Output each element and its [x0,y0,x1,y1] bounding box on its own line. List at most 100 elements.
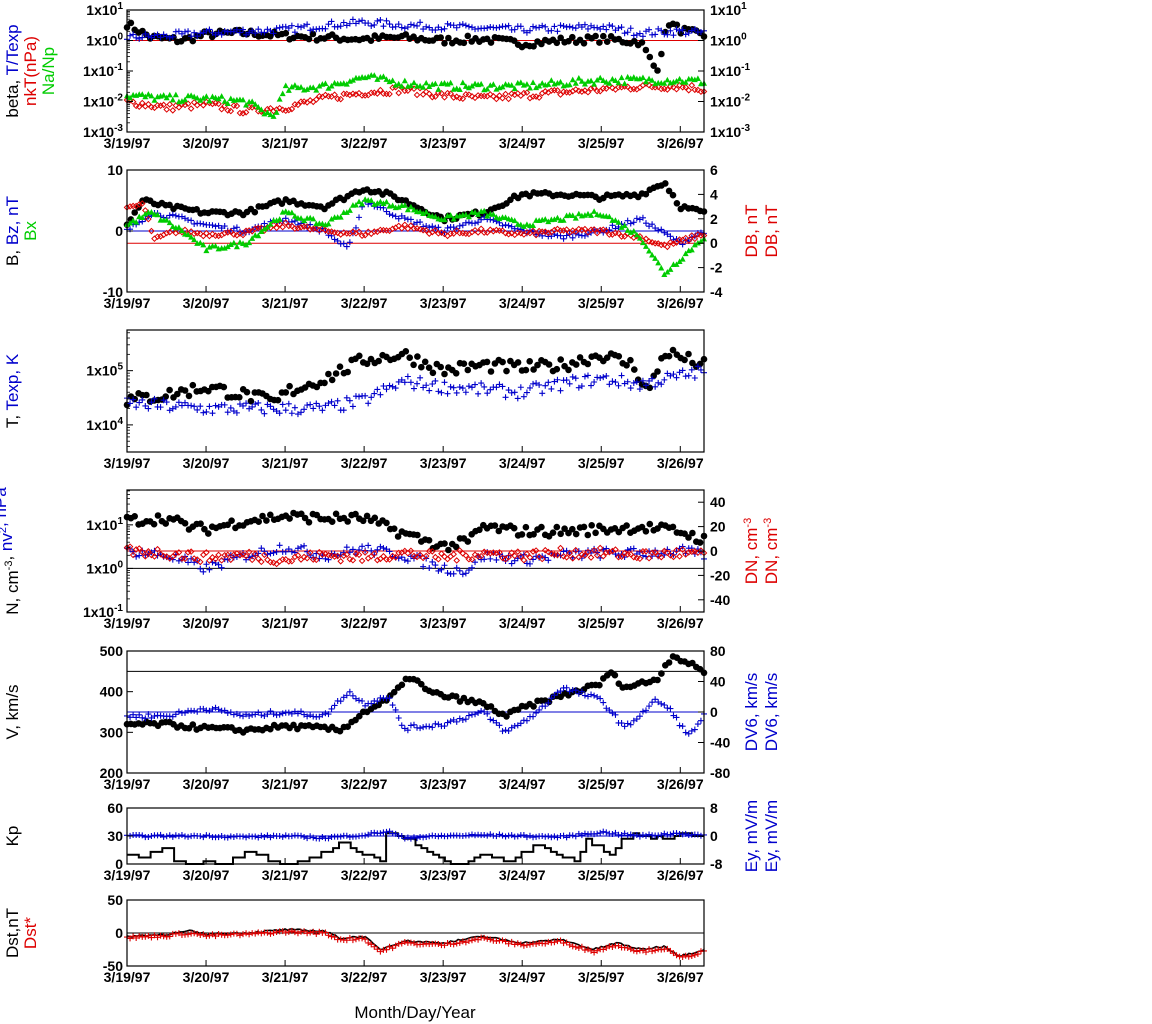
point-velocity-1-70 [338,698,344,704]
point-velocity-1-74 [350,693,356,699]
right-ylabel-mag-0: DB, nT [742,205,761,258]
point-beta-2-95 [414,92,419,97]
ytick-right-label-density-0: -40 [710,592,730,608]
point-density-0-116 [573,531,580,538]
series-density-0 [124,510,708,554]
xtick-label-temp-2: 3/21/97 [262,455,309,471]
point-beta-1-118 [484,25,490,31]
point-beta-1-133 [530,24,536,30]
point-beta-3-102 [435,86,441,92]
point-velocity-1-134 [533,710,539,716]
point-temp-0-65 [375,358,382,365]
point-temp-1-114 [472,382,478,388]
point-beta-0-88 [465,33,472,40]
point-mag-1-15 [170,212,176,218]
point-density-1-103 [438,567,444,573]
point-density-1-91 [402,557,408,563]
ytick-right-label-beta-4: 1x101 [710,1,747,18]
ylabel-beta-2: Na/Np [39,47,58,95]
point-temp-1-157 [603,373,609,379]
point-density-2-102 [436,557,441,562]
point-temp-1-67 [329,399,335,405]
point-beta-1-65 [322,26,328,32]
point-temp-0-111 [554,366,561,373]
point-density-2-107 [451,552,456,557]
point-temp-1-96 [417,375,423,381]
point-velocity-1-119 [487,716,493,722]
point-density-2-101 [433,554,438,559]
point-density-1-24 [197,566,203,572]
point-mag-1-146 [570,235,576,241]
point-density-2-181 [677,554,682,559]
point-beta-3-16 [173,92,179,98]
point-dst-0-56 [295,930,301,936]
point-beta-1-129 [518,23,524,29]
point-density-1-99 [426,565,432,571]
point-temp-1-93 [408,379,414,385]
point-density-0-75 [414,532,421,539]
point-temp-1-102 [435,388,441,394]
point-temp-1-27 [206,403,212,409]
xtick-label-temp-1: 3/20/97 [183,455,230,471]
point-temp-1-103 [438,390,444,396]
ytick-label-velocity-1: 300 [100,724,124,740]
point-kp-0-128 [515,833,521,839]
point-temp-1-3 [133,404,139,410]
point-kp-0-178 [667,832,673,838]
point-density-1-92 [405,558,411,564]
ytick-right-label-mag-1: -2 [710,260,723,276]
ytick-right-label-velocity-0: -80 [710,765,730,781]
point-beta-2-14 [167,102,172,107]
point-mag-1-72 [344,244,350,250]
point-beta-2-89 [396,90,401,95]
point-mag-1-159 [609,222,615,228]
point-density-2-30 [216,552,221,557]
xtick-label-beta-1: 3/20/97 [183,135,230,151]
ylabel-beta-0: beta, T/Texp [3,24,22,117]
point-beta-0-41 [283,30,290,37]
point-beta-1-122 [496,24,502,30]
point-velocity-0-122 [596,682,603,689]
point-beta-1-66 [325,21,331,27]
point-temp-1-146 [570,374,576,380]
point-beta-1-110 [460,21,466,27]
point-beta-1-124 [503,24,509,30]
point-temp-1-92 [405,373,411,379]
point-temp-1-84 [380,383,386,389]
point-beta-3-50 [277,96,283,102]
xtick-label-dst-6: 3/25/97 [578,969,625,985]
point-density-1-77 [359,543,365,549]
point-dst-0-39 [243,930,249,936]
point-velocity-1-87 [390,702,396,708]
point-velocity-1-110 [460,717,466,723]
point-temp-1-133 [530,381,536,387]
ylabel-mag-1: Bx [21,221,40,241]
point-mag-3-175 [658,265,664,271]
point-temp-1-100 [429,381,435,387]
point-beta-1-159 [609,23,615,29]
point-kp-0-138 [545,833,551,839]
point-velocity-1-185 [689,728,695,734]
point-beta-1-162 [619,24,625,30]
point-temp-0-93 [484,359,491,366]
point-beta-1-125 [506,23,512,29]
point-velocity-1-109 [457,716,463,722]
point-kp-0-170 [643,833,649,839]
point-temp-0-15 [182,387,189,394]
point-mag-3-85 [383,199,389,205]
point-temp-0-104 [526,358,533,365]
point-kp-0-20 [185,834,191,840]
point-beta-3-91 [402,78,408,84]
point-temp-1-127 [512,389,518,395]
xtick-label-temp-4: 3/23/97 [420,455,467,471]
point-temp-1-45 [261,411,267,417]
point-kp-0-38 [240,833,246,839]
xtick-label-mag-4: 3/23/97 [420,295,467,311]
point-kp-0-83 [377,830,383,836]
point-temp-0-25 [221,384,228,391]
point-temp-1-86 [387,383,393,389]
point-temp-1-63 [316,403,322,409]
xtick-label-beta-0: 3/19/97 [104,135,151,151]
point-kp-0-98 [423,834,429,840]
point-temp-1-71 [341,407,347,413]
